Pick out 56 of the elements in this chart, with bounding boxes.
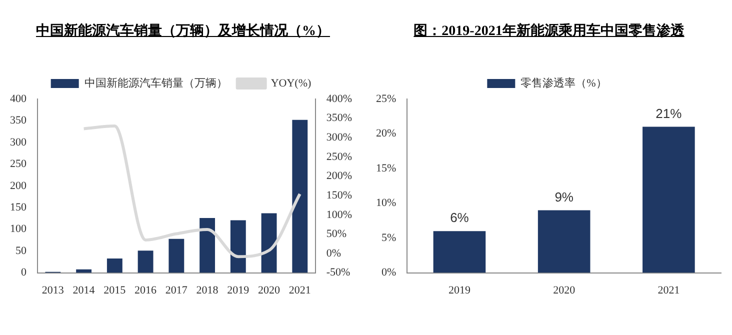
bar: [538, 210, 590, 273]
y-tick-label: 400: [10, 92, 27, 105]
y2-tick-label: -50%: [326, 266, 350, 279]
y-tick-label: 20%: [376, 128, 396, 140]
y-tick-label: 200: [10, 180, 27, 192]
bar: [168, 238, 184, 273]
legend-label: YOY(%): [270, 77, 312, 90]
bar: [200, 218, 216, 273]
y-tick-label: 5%: [381, 232, 396, 244]
y-tick-label: 300: [10, 136, 27, 148]
y2-tick-label: 100%: [326, 208, 352, 221]
y2-tick-label: 200%: [326, 170, 352, 182]
y-tick-label: 0%: [381, 266, 396, 279]
x-tick-label: 2019: [448, 284, 471, 296]
chart-title: 中国新能源汽车销量（万辆）及增长情况（%）: [35, 22, 331, 41]
x-tick-label: 2016: [134, 284, 158, 296]
y-tick-label: 10%: [376, 197, 396, 210]
x-tick-label: 2018: [196, 284, 219, 296]
x-tick-label: 2015: [104, 284, 126, 296]
data-label: 21%: [656, 106, 682, 121]
bar: [230, 220, 246, 273]
y-tick-label: 50: [16, 244, 27, 257]
data-label: 9%: [554, 189, 574, 204]
legend-label: 中国新能源汽车销量（万辆）: [84, 76, 228, 90]
x-tick-label: 2013: [42, 284, 64, 296]
x-tick-label: 2020: [553, 284, 576, 296]
line-series: [82, 124, 302, 258]
data-label: 6%: [450, 210, 470, 226]
x-tick-label: 2021: [658, 284, 680, 296]
y2-tick-label: 50%: [326, 228, 347, 240]
y-tick-label: 350: [10, 114, 27, 127]
chart-title: 图：2019-2021年新能源乘用车中国零售渗透: [412, 22, 686, 41]
bar: [106, 258, 122, 273]
y-tick-label: 25%: [376, 92, 396, 105]
x-tick-label: 2020: [258, 284, 281, 296]
x-tick-label: 2017: [165, 284, 188, 296]
bar: [292, 120, 308, 273]
y-tick-label: 15%: [376, 162, 396, 174]
legend-label: 零售渗透率（%）: [520, 76, 607, 90]
bar: [433, 231, 486, 273]
y-tick-label: 250: [10, 158, 27, 170]
y2-tick-label: 350%: [326, 112, 352, 124]
y-tick-label: 100: [10, 223, 27, 236]
y2-tick-label: 400%: [326, 92, 352, 105]
bar: [138, 250, 154, 273]
x-tick-label: 2014: [72, 284, 96, 296]
y-tick-label: 0: [21, 266, 27, 279]
y2-tick-label: 250%: [326, 150, 352, 163]
bar: [642, 126, 695, 273]
x-tick-label: 2019: [227, 284, 250, 296]
y-tick-label: 150: [10, 202, 27, 214]
y2-tick-label: 300%: [326, 132, 352, 144]
bar: [261, 213, 277, 273]
y2-tick-label: 150%: [326, 189, 352, 202]
x-tick-label: 2021: [288, 284, 311, 296]
y2-tick-label: 0%: [326, 247, 342, 260]
